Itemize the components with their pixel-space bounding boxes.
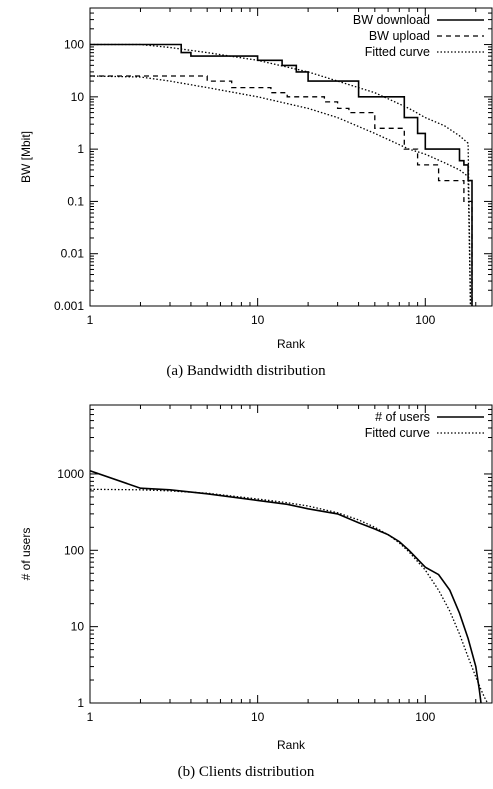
legend-label: Fitted curve [365,45,430,59]
y-axis-label: BW [Mbit] [19,131,33,183]
y-tick-label: 100 [64,38,84,52]
y-axis-label: # of users [19,528,33,581]
chart-caption: (b) Clients distribution [178,764,315,780]
y-tick-label: 100 [64,543,84,557]
x-tick-label: 1 [87,710,94,724]
y-tick-label: 0.001 [54,299,84,313]
legend: BW download BW upload Fitted curve [353,13,484,59]
clients-chart: 1 10 100 1 10 100 1000 Rank # of users # of us… [19,404,493,780]
chart-caption: (a) Bandwidth distribution [166,363,326,379]
y-tick-label: 1 [77,696,84,710]
legend: # of users Fitted curve [365,410,484,440]
y-tick-label: 0.1 [67,194,84,208]
series-line-fitted-curve [90,43,472,306]
x-tick-label: 10 [251,313,265,327]
x-tick-label: 100 [415,313,435,327]
series-line-fit-3 [90,75,472,306]
series-line-fitted-curve [90,488,489,703]
y-tick-label: 0.01 [61,247,85,261]
plot-frame [89,404,493,704]
y-tick-label: 1000 [57,467,84,481]
legend-label: BW download [353,13,430,27]
legend-label: BW upload [369,29,430,43]
y-tick-label: 10 [71,620,85,634]
x-tick-label: 100 [415,710,435,724]
x-axis-label: Rank [277,337,306,351]
series-line-bw-download [90,43,473,306]
series-line-bw-upload [90,75,473,306]
x-axis-label: Rank [277,738,306,752]
x-tick-label: 10 [251,710,265,724]
legend-label: # of users [375,410,430,424]
x-tick-label: 1 [87,313,94,327]
series-line-of-users [90,470,482,703]
legend-label: Fitted curve [365,426,430,440]
y-tick-label: 10 [71,90,85,104]
y-tick-label: 1 [77,142,84,156]
